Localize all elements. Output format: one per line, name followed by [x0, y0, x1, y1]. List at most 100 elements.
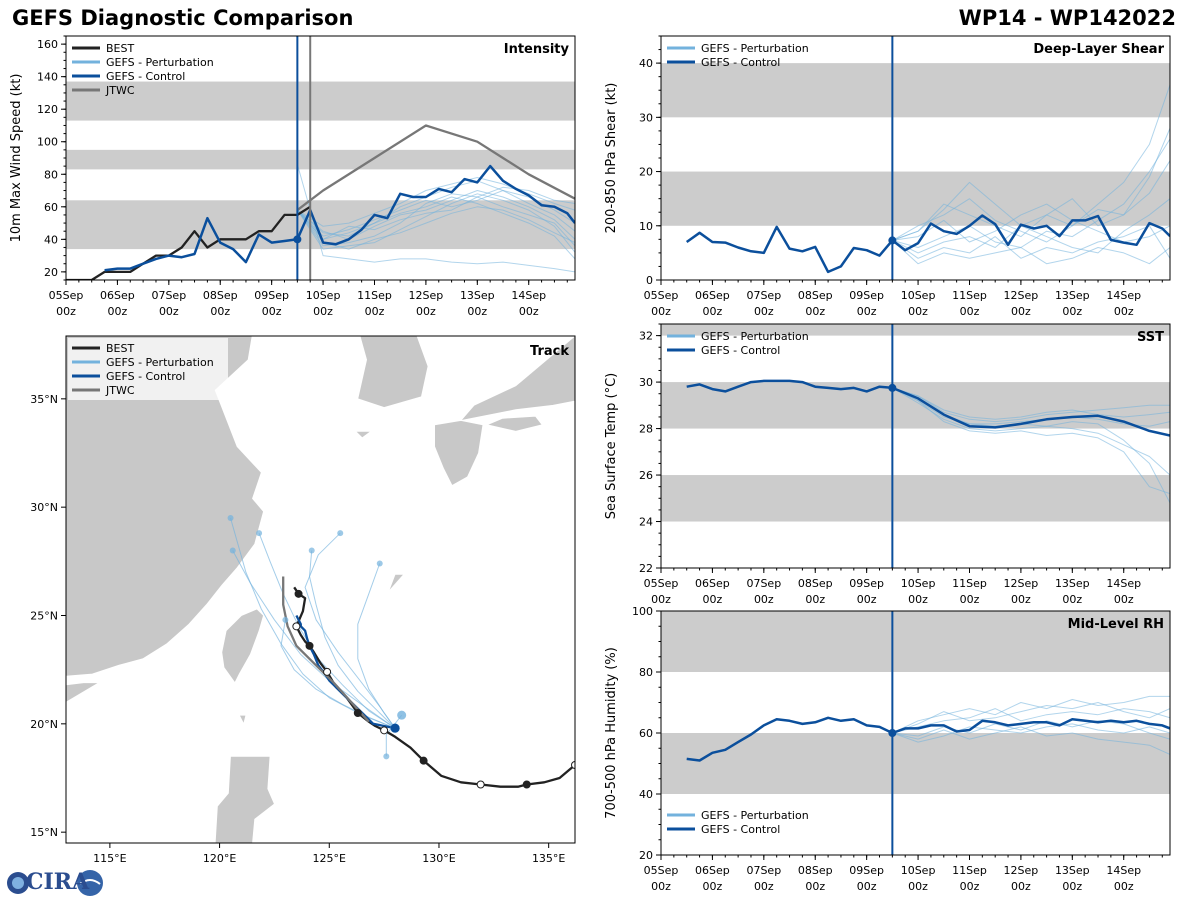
x-tick-label: 00z: [703, 305, 723, 318]
lat-tick-label: 25°N: [30, 610, 58, 623]
track-perturbation: [304, 532, 396, 729]
x-tick-label: 05Sep: [644, 289, 679, 302]
shikoku-island: [485, 415, 543, 432]
x-tick-label: 06Sep: [695, 577, 730, 590]
panel-title: Intensity: [504, 42, 570, 57]
x-tick-label: 00z: [210, 305, 230, 318]
best-track-marker: [305, 641, 314, 650]
panel-title: Mid-Level RH: [1068, 617, 1164, 632]
x-tick-label: 00z: [651, 880, 671, 893]
lon-tick-label: 125°E: [313, 852, 346, 865]
series-perturbation: [296, 193, 575, 253]
series-perturbation: [892, 387, 1170, 420]
page-title: GEFS Diagnostic Comparison: [12, 6, 354, 30]
china-coast: [66, 682, 101, 703]
plot-area: [686, 695, 1170, 762]
x-tick-label: 00z: [651, 305, 671, 318]
y-tick-label: 80: [44, 168, 58, 181]
x-tick-label: 00z: [857, 305, 877, 318]
series-perturbation: [892, 138, 1170, 248]
perturbation-end-marker: [308, 547, 315, 554]
chart-shear: 0 10 20 30 40 05Sep 00z 06Sep 00z 07Sep 00z 08Sep 00…: [604, 35, 1171, 318]
series-best: [66, 205, 311, 280]
x-tick-label: 00z: [365, 305, 385, 318]
storm-id-title: WP14 - WP142022: [958, 6, 1176, 30]
track-perturbation: [232, 550, 396, 729]
legend-label: GEFS - Control: [701, 344, 780, 357]
x-tick-label: 00z: [908, 880, 928, 893]
x-tick-label: 06Sep: [695, 864, 730, 877]
series-control: [686, 379, 1170, 437]
perturbation-end-marker: [227, 515, 234, 521]
batanes-island: [238, 714, 247, 725]
kyushu-island: [434, 420, 484, 487]
perturbation-end-marker: [256, 530, 263, 537]
series-perturbation: [892, 387, 1170, 495]
plot-area: [686, 379, 1170, 504]
best-track-marker: [522, 780, 531, 789]
lon-tick-label: 120°E: [203, 852, 236, 865]
y-tick-label: 40: [639, 788, 653, 801]
y-tick-label: 60: [639, 727, 653, 740]
x-tick-label: 06Sep: [100, 289, 135, 302]
legend-label: GEFS - Perturbation: [701, 42, 809, 55]
x-tick-label: 00z: [1011, 305, 1031, 318]
legend-label: GEFS - Control: [701, 56, 780, 69]
plot-area: [685, 84, 1170, 274]
series-perturbation: [297, 180, 575, 240]
panel-title: Track: [530, 344, 569, 359]
jeju-island: [354, 430, 373, 439]
track-jtwc: [282, 576, 370, 723]
intensity-band: [661, 733, 1170, 794]
x-tick-label: 00z: [56, 305, 76, 318]
x-tick-label: 08Sep: [203, 289, 238, 302]
lon-tick-label: 135°E: [532, 852, 565, 865]
series-perturbation: [892, 84, 1170, 241]
y-tick-label: 20: [639, 849, 653, 862]
x-tick-label: 00z: [1114, 305, 1134, 318]
y-tick-label: 30: [639, 111, 653, 124]
x-tick-label: 00z: [960, 305, 980, 318]
series-perturbation: [297, 206, 575, 250]
best-track-marker: [476, 780, 485, 789]
x-tick-label: 05Sep: [644, 577, 679, 590]
series-perturbation: [892, 695, 1170, 734]
x-tick-label: 05Sep: [644, 864, 679, 877]
okinawa-island: [388, 573, 405, 592]
legend-label: GEFS - Control: [106, 70, 185, 83]
series-perturbation: [892, 726, 1170, 755]
x-tick-label: 00z: [651, 593, 671, 606]
legend-label: GEFS - Perturbation: [701, 809, 809, 822]
control-start-marker: [390, 723, 400, 733]
best-track-marker: [419, 756, 428, 765]
x-tick-label: 13Sep: [1055, 577, 1090, 590]
y-tick-label: 10: [639, 220, 653, 233]
x-tick-label: 12Sep: [1004, 864, 1039, 877]
intensity-band: [661, 475, 1170, 522]
x-tick-label: 12Sep: [1004, 289, 1039, 302]
x-tick-label: 05Sep: [49, 289, 84, 302]
series-control: [685, 214, 1170, 274]
legend-label: BEST: [106, 42, 134, 55]
y-axis-label: 10m Max Wind Speed (kt): [9, 74, 24, 243]
x-tick-label: 10Sep: [901, 289, 936, 302]
x-tick-label: 09Sep: [254, 289, 289, 302]
x-tick-label: 00z: [1011, 593, 1031, 606]
x-tick-label: 00z: [1011, 880, 1031, 893]
chart-track: 115°E 120°E 125°E 130°E 135°E 15°N 20°N 25°N 30°…: [30, 335, 576, 865]
perturbation-end-marker: [337, 530, 344, 537]
best-track-marker: [323, 667, 332, 676]
x-tick-label: 13Sep: [1055, 289, 1090, 302]
init-point: [888, 383, 897, 392]
x-tick-label: 00z: [1062, 880, 1082, 893]
y-tick-label: 160: [37, 38, 58, 51]
legend-label: BEST: [106, 342, 134, 355]
x-tick-label: 00z: [857, 880, 877, 893]
series-perturbation: [297, 190, 575, 240]
x-tick-label: 11Sep: [952, 289, 987, 302]
y-tick-label: 100: [632, 605, 653, 618]
y-tick-label: 32: [639, 330, 653, 343]
x-tick-label: 00z: [805, 305, 825, 318]
best-track-marker: [380, 726, 389, 735]
series-jtwc: [296, 124, 575, 212]
